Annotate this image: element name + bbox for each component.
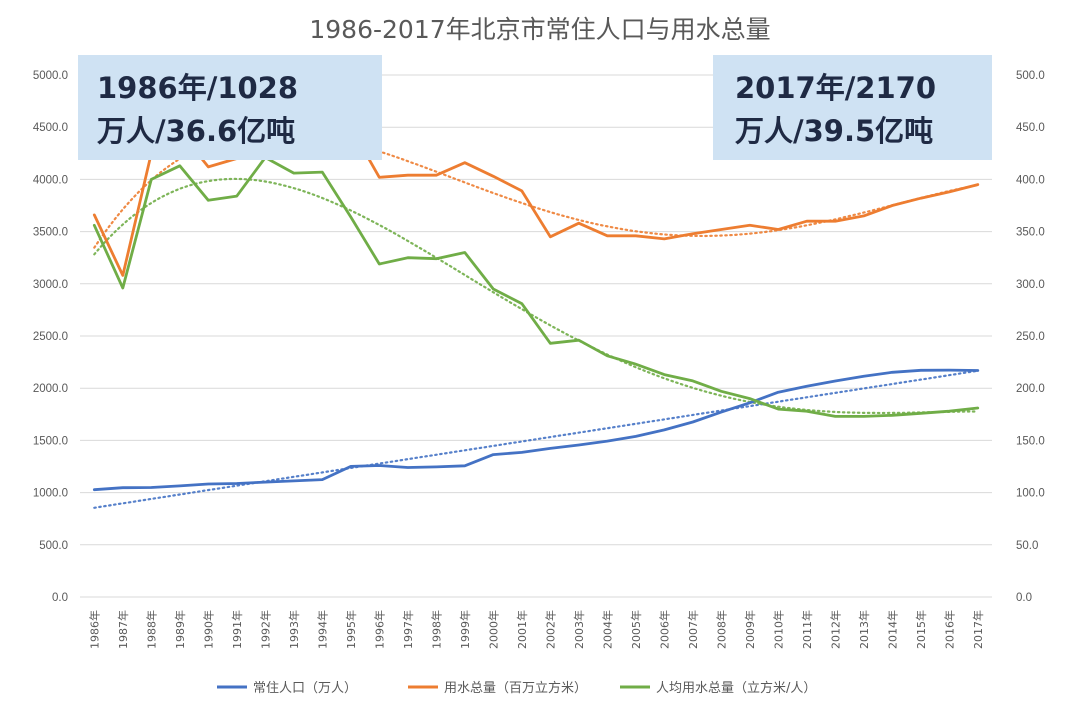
callout-end-line2: 万人/39.5亿吨 bbox=[735, 114, 933, 148]
series-line-1 bbox=[92, 368, 980, 492]
x-tick-label: 1991年 bbox=[230, 610, 244, 649]
y-left-tick-label: 2000.0 bbox=[33, 383, 68, 395]
x-tick-label: 1992年 bbox=[258, 610, 272, 649]
series-line-3 bbox=[92, 156, 980, 418]
trendline-series-1 bbox=[93, 369, 979, 509]
x-tick-label: 2001年 bbox=[515, 610, 529, 649]
callout-start-line2: 万人/36.6亿吨 bbox=[97, 114, 295, 148]
y-right-tick-label: 500.0 bbox=[1016, 70, 1045, 82]
x-tick-label: 2002年 bbox=[543, 610, 557, 649]
x-tick-label: 2017年 bbox=[971, 610, 985, 649]
y-left-tick-label: 500.0 bbox=[39, 540, 68, 552]
x-tick-label: 1999年 bbox=[458, 610, 472, 649]
x-tick-label: 2009年 bbox=[743, 610, 757, 649]
x-axis: 1986年 1987年 1988年 1989年 1990年 1991年 1992年 1993年… bbox=[87, 610, 985, 649]
y-right-tick-label: 250.0 bbox=[1016, 331, 1045, 343]
trendline-series-3 bbox=[93, 177, 979, 415]
callout-end-box bbox=[713, 55, 992, 160]
y-left-tick-label: 4000.0 bbox=[33, 174, 68, 186]
x-tick-label: 1994年 bbox=[315, 610, 329, 649]
y-axis-left: 0.0 500.0 1000.0 1500.0 2000.0 2500.0 3000.0 35… bbox=[33, 70, 68, 604]
y-right-tick-label: 100.0 bbox=[1016, 488, 1045, 500]
y-right-tick-label: 150.0 bbox=[1016, 435, 1045, 447]
y-right-tick-label: 450.0 bbox=[1016, 122, 1045, 134]
legend: 常住人口（万人） 用水总量（百万立方米） 人均用水总量（立方米/人） bbox=[217, 680, 816, 696]
x-tick-label: 2012年 bbox=[828, 610, 842, 649]
y-right-tick-label: 50.0 bbox=[1016, 540, 1038, 552]
legend-label-1: 常住人口（万人） bbox=[253, 681, 357, 696]
legend-label-3: 人均用水总量（立方米/人） bbox=[656, 680, 816, 696]
x-tick-label: 2003年 bbox=[572, 610, 586, 649]
y-right-tick-label: 300.0 bbox=[1016, 279, 1045, 291]
x-tick-label: 1987年 bbox=[116, 610, 130, 649]
y-axis-right: 0.0 50.0 100.0 150.0 200.0 250.0 300.0 350.0 400… bbox=[1016, 70, 1045, 604]
x-tick-label: 1998年 bbox=[429, 610, 443, 649]
y-right-tick-label: 0.0 bbox=[1016, 592, 1032, 604]
x-tick-label: 1997年 bbox=[401, 610, 415, 649]
y-left-tick-label: 5000.0 bbox=[33, 70, 68, 82]
x-tick-label: 2010年 bbox=[771, 610, 785, 649]
x-tick-label: 1993年 bbox=[287, 610, 301, 649]
y-left-tick-label: 0.0 bbox=[52, 592, 68, 604]
x-tick-label: 2014年 bbox=[885, 610, 899, 649]
x-tick-label: 1996年 bbox=[372, 610, 386, 649]
x-tick-label: 2008年 bbox=[714, 610, 728, 649]
x-tick-label: 2005年 bbox=[629, 610, 643, 649]
callout-end: 2017年/2170 万人/39.5亿吨 bbox=[713, 55, 992, 160]
y-left-tick-label: 1500.0 bbox=[33, 435, 68, 447]
x-tick-label: 2006年 bbox=[657, 610, 671, 649]
x-tick-label: 1989年 bbox=[173, 610, 187, 649]
x-tick-label: 2000年 bbox=[486, 610, 500, 649]
callout-start: 1986年/1028 万人/36.6亿吨 bbox=[78, 55, 382, 160]
x-tick-label: 2015年 bbox=[914, 610, 928, 649]
x-tick-label: 1995年 bbox=[344, 610, 358, 649]
y-left-tick-label: 2500.0 bbox=[33, 331, 68, 343]
series-lines bbox=[92, 117, 980, 492]
y-right-tick-label: 400.0 bbox=[1016, 174, 1045, 186]
y-left-tick-label: 3000.0 bbox=[33, 279, 68, 291]
y-right-tick-label: 200.0 bbox=[1016, 383, 1045, 395]
callout-end-line1: 2017年/2170 bbox=[735, 71, 936, 105]
y-left-tick-label: 1000.0 bbox=[33, 488, 68, 500]
x-tick-label: 2013年 bbox=[857, 610, 871, 649]
x-tick-label: 2004年 bbox=[600, 610, 614, 649]
x-tick-label: 1990年 bbox=[201, 610, 215, 649]
x-tick-label: 2007年 bbox=[686, 610, 700, 649]
callout-start-box bbox=[78, 55, 382, 160]
y-left-tick-label: 4500.0 bbox=[33, 122, 68, 134]
x-tick-label: 1986年 bbox=[87, 610, 101, 649]
chart-title: 1986-2017年北京市常住人口与用水总量 bbox=[309, 15, 770, 44]
x-tick-label: 1988年 bbox=[144, 610, 158, 649]
x-tick-label: 2011年 bbox=[800, 610, 814, 649]
y-left-tick-label: 3500.0 bbox=[33, 227, 68, 239]
y-right-tick-label: 350.0 bbox=[1016, 227, 1045, 239]
legend-label-2: 用水总量（百万立方米） bbox=[444, 680, 587, 696]
callout-start-line1: 1986年/1028 bbox=[97, 71, 298, 105]
x-tick-label: 2016年 bbox=[942, 610, 956, 649]
